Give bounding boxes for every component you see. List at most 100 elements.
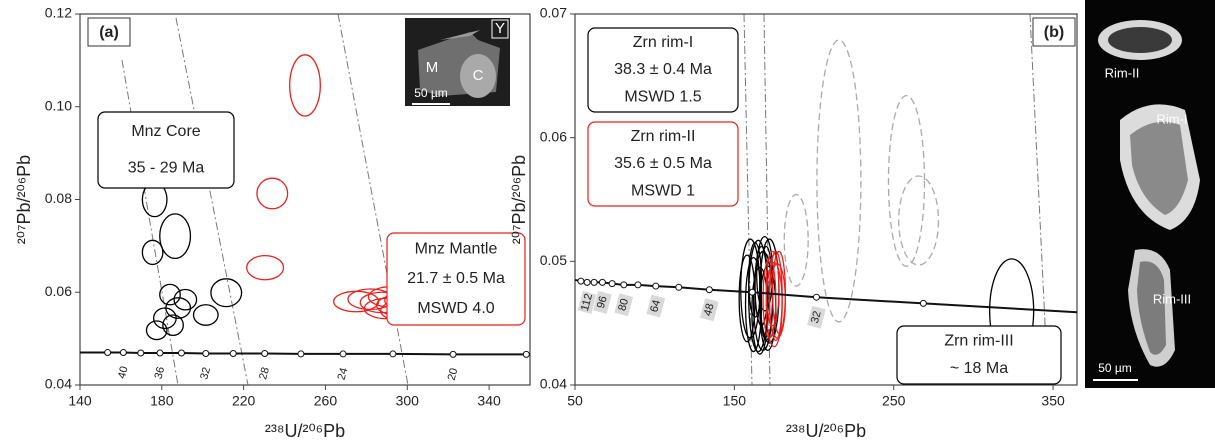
legend-label: Mnz Core <box>131 123 200 140</box>
age-label-group: 40 <box>116 365 131 380</box>
reference-line <box>743 13 753 386</box>
concordia-point <box>137 349 145 357</box>
age-label-group: 36 <box>153 366 168 381</box>
reference-line <box>1029 13 1049 386</box>
concordia-point <box>297 350 305 358</box>
reference-line <box>121 59 179 386</box>
age-label-bg <box>593 290 612 314</box>
legend-note: 21.7 ± 0.5 Ma <box>407 270 505 287</box>
concordia-point <box>119 349 127 357</box>
concordia-point <box>608 280 616 288</box>
concordia-point <box>577 277 585 285</box>
age-label-bg <box>577 290 597 314</box>
concordia-point <box>202 349 210 357</box>
age-label-group: 24 <box>336 366 351 381</box>
concordia-point <box>261 349 269 357</box>
panel-label: (b) <box>1044 24 1064 41</box>
concordia-point <box>620 281 628 289</box>
x-tick-label: 260 <box>314 393 338 409</box>
error-ellipse <box>159 283 181 306</box>
error-ellipse <box>246 254 285 281</box>
panel-label-box <box>1032 17 1076 47</box>
error-ellipse <box>210 278 243 308</box>
x-tick-label: 50 <box>567 393 583 409</box>
concordia-point <box>705 286 713 294</box>
concordia-point <box>748 288 756 296</box>
cl-image <box>1085 0 1215 388</box>
concordia-point <box>389 350 397 358</box>
age-label: 28 <box>257 366 272 381</box>
concordia-point <box>156 349 164 357</box>
age-label-bg <box>614 293 634 317</box>
concordia-point <box>652 282 660 290</box>
x-tick-label: 340 <box>477 393 501 409</box>
image-label: Rim-I <box>1156 111 1187 126</box>
x-tick-label: 150 <box>723 393 747 409</box>
inset-label: C <box>473 67 484 84</box>
y-tick-label: 0.08 <box>45 190 72 206</box>
x-axis-label: ²³⁸U/²⁰⁶Pb <box>786 421 866 441</box>
reference-line <box>337 13 409 386</box>
y-tick-label: 0.06 <box>540 128 567 144</box>
age-label-group: 32 <box>807 305 826 329</box>
legend-note: ~ 18 Ma <box>950 360 1008 377</box>
y-tick-label: 0.04 <box>540 376 567 392</box>
legend-label: Zrn rim-II <box>631 128 696 145</box>
age-label: 48 <box>702 302 717 317</box>
y-tick-label: 0.04 <box>45 376 72 392</box>
legend-box <box>896 325 1062 385</box>
y-axis-label: ²⁰⁷Pb/²⁰⁶Pb <box>14 155 34 244</box>
age-label-group: 28 <box>257 366 272 381</box>
concordia-point <box>229 349 237 357</box>
concordia-line <box>107 351 527 356</box>
legend-note: 38.3 ± 0.4 Ma <box>614 61 712 78</box>
age-label: 32 <box>198 366 213 381</box>
age-label-group: 48 <box>699 298 719 322</box>
y-tick-label: 0.05 <box>540 252 567 268</box>
age-label-group: 96 <box>593 290 612 314</box>
age-label: 112 <box>579 292 595 312</box>
inset-label: M <box>426 59 439 76</box>
legend-note: MSWD 1.5 <box>624 88 701 105</box>
age-label: 32 <box>809 310 824 325</box>
legend-note: MSWD 1 <box>631 182 695 199</box>
legend-note: 35 - 29 Ma <box>128 159 205 176</box>
concordia-point <box>449 350 457 358</box>
error-ellipse <box>173 288 198 311</box>
concordia-point <box>583 278 591 286</box>
y-axis-label: ²⁰⁷Pb/²⁰⁶Pb <box>509 155 529 244</box>
legend-box <box>587 27 739 113</box>
legend-note: 35.6 ± 0.5 Ma <box>614 155 712 172</box>
x-tick-label: 140 <box>68 393 92 409</box>
concordia-point <box>919 299 927 307</box>
error-ellipse <box>771 250 787 334</box>
error-ellipse <box>898 175 940 266</box>
age-label-bg <box>699 298 719 322</box>
concordia-point <box>598 278 606 286</box>
x-tick-label: 300 <box>396 393 420 409</box>
y-tick-label: 0.07 <box>540 5 567 21</box>
age-label: 40 <box>116 365 131 380</box>
age-label: 24 <box>336 366 351 381</box>
error-ellipse <box>192 304 219 326</box>
concordia-point <box>104 349 112 357</box>
age-label-group: 20 <box>446 367 461 382</box>
inset-image <box>405 18 510 106</box>
age-label: 80 <box>616 297 631 312</box>
error-ellipse <box>152 307 177 330</box>
plot-frame <box>574 13 1078 386</box>
image-label: Rim-II <box>1105 65 1140 80</box>
legend-box <box>587 121 739 207</box>
inset-label: Y <box>495 20 505 37</box>
error-ellipse <box>145 320 168 341</box>
error-ellipse <box>289 54 321 117</box>
reference-line <box>175 17 249 386</box>
concordia-point <box>590 278 598 286</box>
error-ellipse <box>744 256 763 353</box>
image-scale: 50 µm <box>1098 361 1132 375</box>
image-label: Rim-III <box>1153 291 1191 306</box>
error-ellipse <box>887 94 926 267</box>
error-ellipse <box>816 39 862 323</box>
legend-label: Zrn rim-I <box>633 34 693 51</box>
